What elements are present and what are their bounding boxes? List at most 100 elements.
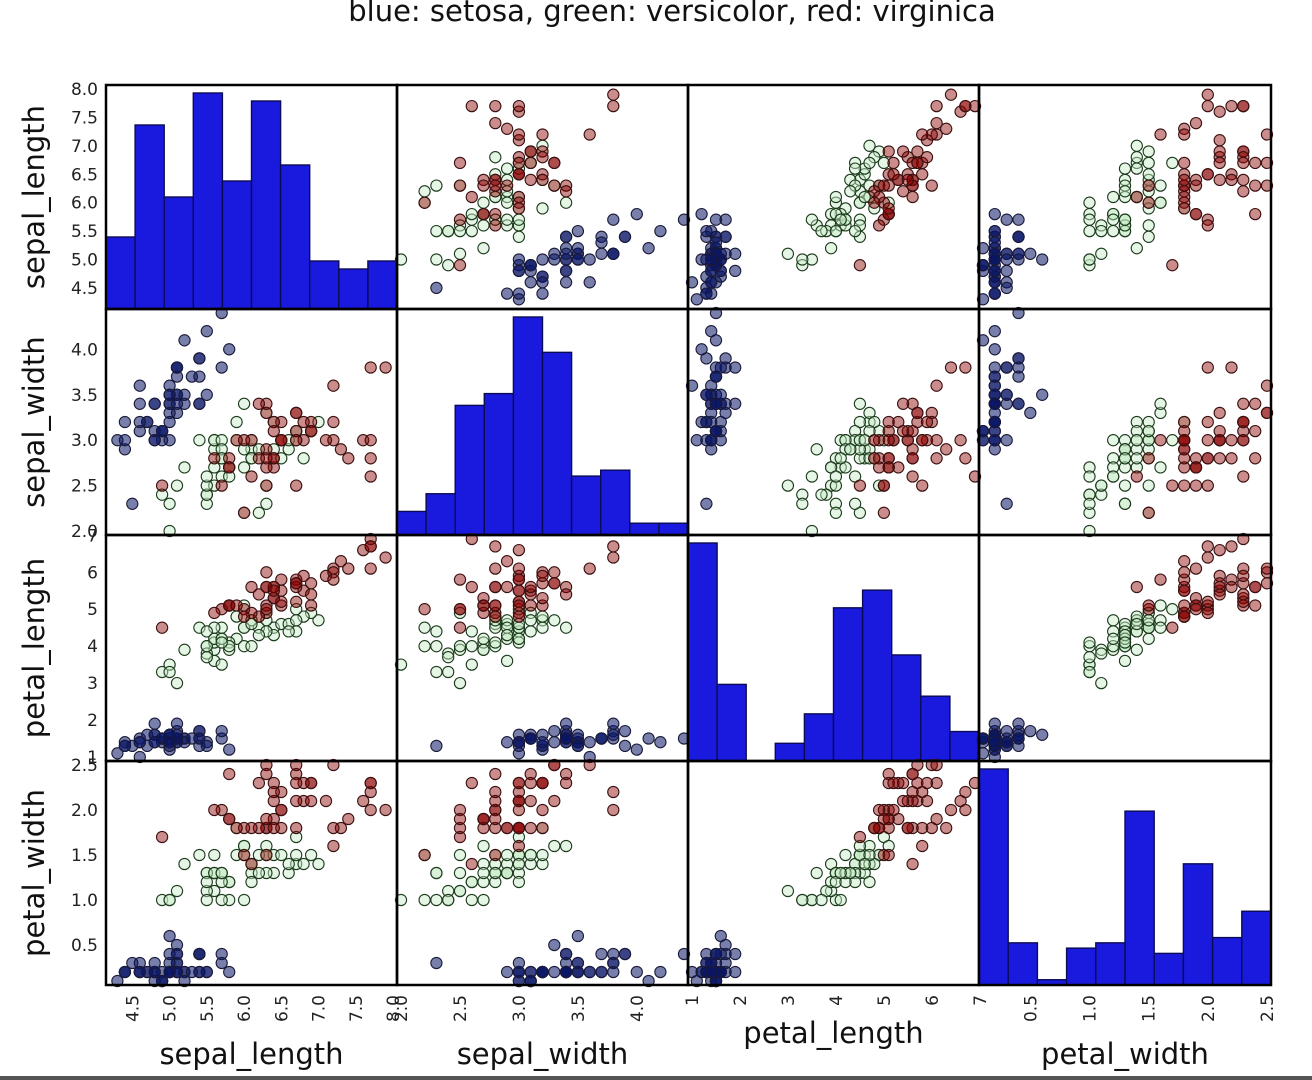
point-virginica xyxy=(1225,540,1238,553)
point-versicolor xyxy=(824,242,838,255)
point-versicolor xyxy=(512,830,526,844)
hist-bar xyxy=(192,92,224,310)
point-setosa xyxy=(988,406,1001,420)
point-versicolor xyxy=(477,839,490,853)
point-setosa xyxy=(618,739,632,753)
point-virginica xyxy=(1237,156,1250,170)
point-setosa xyxy=(630,965,643,979)
point-virginica xyxy=(1213,588,1226,601)
cell-sepal_width-vs-petal_width xyxy=(976,306,1274,538)
point-setosa xyxy=(118,415,132,429)
point-setosa xyxy=(163,965,176,979)
point-versicolor xyxy=(839,213,852,226)
point-virginica xyxy=(944,361,958,374)
y-tick-label: 5.0 xyxy=(71,251,98,271)
point-setosa xyxy=(1012,361,1025,374)
point-setosa xyxy=(571,242,585,255)
point-versicolor xyxy=(863,875,876,889)
point-virginica xyxy=(1166,621,1179,634)
point-virginica xyxy=(1201,99,1214,113)
point-versicolor xyxy=(430,224,443,238)
point-virginica xyxy=(453,830,467,844)
point-virginica xyxy=(1166,259,1179,272)
point-versicolor xyxy=(1083,470,1096,483)
point-setosa xyxy=(695,207,708,221)
point-versicolor xyxy=(524,625,537,638)
point-versicolor xyxy=(282,857,295,871)
point-virginica xyxy=(896,185,910,198)
point-setosa xyxy=(170,717,184,730)
point-versicolor xyxy=(215,658,228,671)
point-virginica xyxy=(512,821,526,835)
point-setosa xyxy=(126,497,139,510)
point-versicolor xyxy=(275,848,288,862)
point-versicolor xyxy=(853,434,867,447)
point-versicolor xyxy=(1095,247,1108,260)
point-virginica xyxy=(1201,540,1214,553)
point-setosa xyxy=(1036,388,1049,401)
point-virginica xyxy=(512,202,526,215)
point-versicolor xyxy=(200,470,213,483)
point-virginica xyxy=(1201,434,1214,447)
point-virginica xyxy=(536,803,549,817)
point-setosa xyxy=(200,325,213,338)
point-virginica xyxy=(1237,173,1250,187)
point-virginica xyxy=(267,821,280,835)
point-virginica xyxy=(230,434,243,447)
point-virginica xyxy=(536,128,549,141)
point-setosa xyxy=(512,253,526,266)
point-versicolor xyxy=(863,452,876,465)
point-virginica xyxy=(906,470,919,483)
point-setosa xyxy=(536,276,549,289)
point-versicolor xyxy=(810,866,823,880)
y-tick-label: 5 xyxy=(87,600,98,620)
point-versicolor xyxy=(1118,213,1132,226)
point-versicolor xyxy=(282,443,295,456)
point-virginica xyxy=(1178,424,1191,438)
point-versicolor xyxy=(512,866,526,880)
point-setosa xyxy=(642,732,655,745)
point-virginica xyxy=(882,452,895,465)
point-versicolor xyxy=(418,893,431,907)
point-versicolor xyxy=(477,196,490,209)
point-versicolor xyxy=(465,658,478,671)
point-setosa xyxy=(200,388,213,401)
point-setosa xyxy=(559,732,573,745)
point-virginica xyxy=(548,156,561,170)
point-versicolor xyxy=(1107,461,1120,474)
point-virginica xyxy=(357,543,370,557)
point-virginica xyxy=(1178,173,1191,187)
point-versicolor xyxy=(815,488,828,501)
point-virginica xyxy=(882,202,895,215)
point-versicolor xyxy=(297,610,310,623)
point-setosa xyxy=(709,236,723,249)
cell-petal_width-vs-sepal_width xyxy=(394,758,691,988)
point-virginica xyxy=(304,599,318,612)
point-virginica xyxy=(489,179,502,192)
point-virginica xyxy=(290,595,303,608)
point-virginica xyxy=(906,424,919,438)
point-virginica xyxy=(453,573,467,586)
point-virginica xyxy=(319,569,333,583)
point-setosa xyxy=(148,717,161,730)
point-virginica xyxy=(1237,185,1250,198)
point-virginica xyxy=(906,452,919,465)
point-virginica xyxy=(882,821,895,835)
y-tick-label: 2.0 xyxy=(71,522,98,542)
point-versicolor xyxy=(1130,242,1143,255)
point-versicolor xyxy=(1118,461,1132,474)
hist-bar xyxy=(221,180,253,310)
point-virginica xyxy=(208,803,221,817)
point-versicolor xyxy=(290,614,303,627)
point-setosa xyxy=(536,965,549,979)
point-versicolor xyxy=(848,162,862,175)
point-virginica xyxy=(1189,461,1203,474)
point-virginica xyxy=(489,821,502,835)
point-setosa xyxy=(988,325,1001,338)
point-virginica xyxy=(1154,434,1167,447)
point-virginica xyxy=(896,776,910,790)
point-virginica xyxy=(868,452,881,465)
point-setosa xyxy=(571,956,585,970)
point-setosa xyxy=(170,361,184,374)
point-versicolor xyxy=(465,893,478,907)
